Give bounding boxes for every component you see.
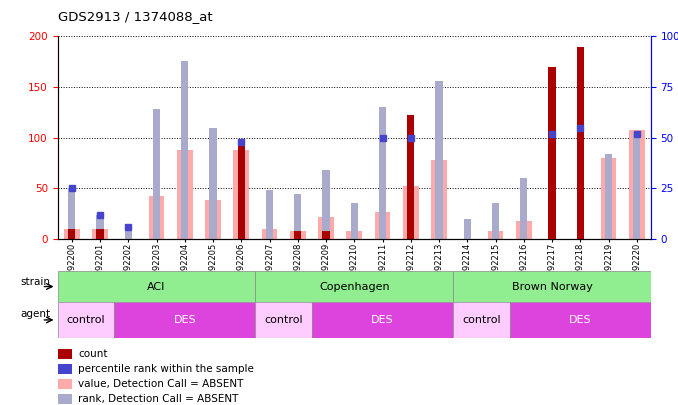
Bar xyxy=(453,302,510,338)
Bar xyxy=(294,194,301,239)
Bar xyxy=(266,190,273,239)
Text: value, Detection Call = ABSENT: value, Detection Call = ABSENT xyxy=(79,379,244,389)
Bar xyxy=(312,302,453,338)
Text: strain: strain xyxy=(21,277,51,287)
Bar xyxy=(629,130,645,239)
Bar xyxy=(262,229,277,239)
Bar xyxy=(435,81,443,239)
Text: DES: DES xyxy=(569,315,592,325)
Bar xyxy=(58,348,73,358)
Bar xyxy=(177,150,193,239)
Text: Brown Norway: Brown Norway xyxy=(512,281,593,292)
Bar xyxy=(431,160,447,239)
Bar xyxy=(58,394,73,404)
Bar xyxy=(294,231,301,239)
Bar xyxy=(114,302,256,338)
Bar xyxy=(516,221,532,239)
Text: count: count xyxy=(79,349,108,358)
Bar xyxy=(492,202,499,239)
Bar xyxy=(68,188,75,239)
Bar xyxy=(256,302,312,338)
Bar xyxy=(181,61,188,239)
Bar xyxy=(407,134,414,239)
Bar xyxy=(403,186,418,239)
Text: Copenhagen: Copenhagen xyxy=(319,281,390,292)
Bar xyxy=(351,202,358,239)
Text: GDS2913 / 1374088_at: GDS2913 / 1374088_at xyxy=(58,10,212,23)
Text: percentile rank within the sample: percentile rank within the sample xyxy=(79,364,254,373)
Bar xyxy=(323,170,330,239)
Bar xyxy=(68,229,75,239)
Bar xyxy=(256,271,453,302)
Bar xyxy=(205,200,221,239)
Bar xyxy=(125,227,132,239)
Bar xyxy=(238,143,245,239)
Bar xyxy=(210,128,216,239)
Bar xyxy=(379,107,386,239)
Bar xyxy=(290,231,306,239)
Bar xyxy=(520,178,527,239)
Bar xyxy=(58,271,256,302)
Bar xyxy=(233,150,249,239)
Bar xyxy=(58,364,73,373)
Bar xyxy=(605,154,612,239)
Text: rank, Detection Call = ABSENT: rank, Detection Call = ABSENT xyxy=(79,394,239,404)
Bar xyxy=(633,132,640,239)
Bar xyxy=(148,196,164,239)
Bar xyxy=(64,229,79,239)
Bar xyxy=(58,379,73,389)
Bar xyxy=(549,67,555,239)
Bar xyxy=(346,231,362,239)
Text: agent: agent xyxy=(20,309,51,320)
Text: control: control xyxy=(462,315,500,325)
Bar xyxy=(487,231,503,239)
Bar xyxy=(153,109,160,239)
Bar xyxy=(323,231,330,239)
Bar xyxy=(577,47,584,239)
Bar xyxy=(96,215,104,239)
Bar xyxy=(58,302,114,338)
Bar xyxy=(92,229,108,239)
Bar xyxy=(453,271,651,302)
Text: ACI: ACI xyxy=(147,281,165,292)
Bar xyxy=(464,219,471,239)
Text: DES: DES xyxy=(371,315,394,325)
Bar xyxy=(601,158,616,239)
Bar xyxy=(318,217,334,239)
Text: control: control xyxy=(264,315,303,325)
Bar xyxy=(510,302,651,338)
Bar xyxy=(96,229,104,239)
Bar xyxy=(407,115,414,239)
Bar xyxy=(375,211,391,239)
Text: control: control xyxy=(66,315,105,325)
Text: DES: DES xyxy=(174,315,196,325)
